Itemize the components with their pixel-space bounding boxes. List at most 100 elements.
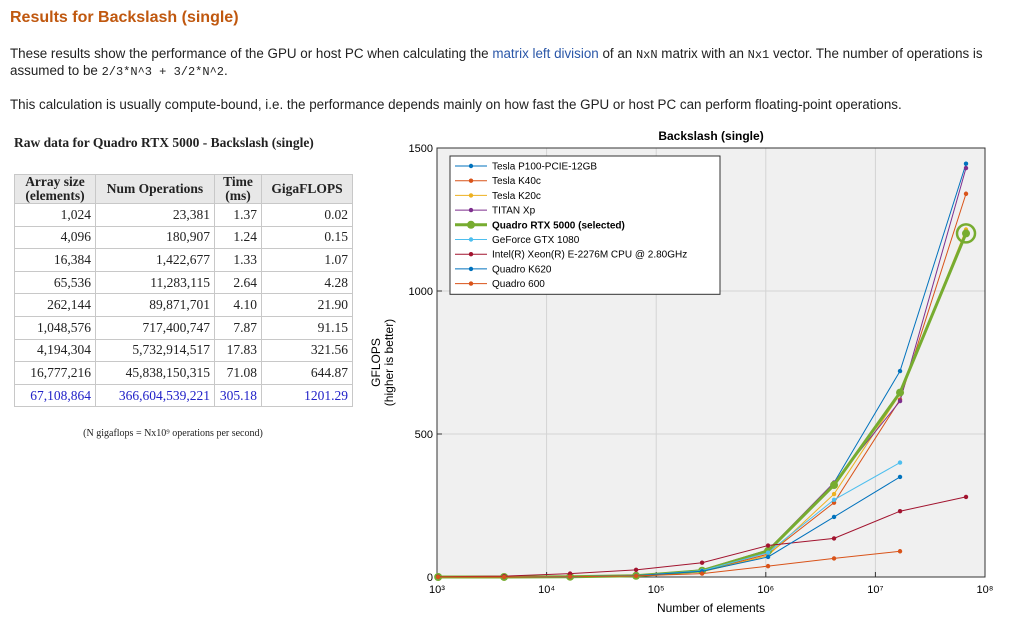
table-cell: 1.24	[214, 225, 262, 250]
table-cell: 1,048,576	[14, 315, 96, 340]
table-cell: 644.87	[261, 361, 353, 385]
table-cell: 89,871,701	[95, 293, 215, 317]
table-cell: 23,381	[95, 203, 215, 227]
table-row: 1,048,576 717,400,747 7.87 91.15	[14, 315, 353, 340]
legend-swatch	[467, 220, 475, 229]
legend-swatch	[468, 163, 474, 169]
intro-paragraph: These results show the performance of th…	[10, 46, 1020, 80]
table-row: 4,194,304 5,732,914,517 17.83 321.56	[14, 338, 353, 363]
y-tick-label: 1000	[409, 286, 433, 298]
x-axis-label: Number of elements	[657, 601, 765, 615]
data-point	[896, 388, 905, 397]
table-cell: 1.07	[261, 248, 353, 272]
series-line	[438, 550, 901, 578]
table-cell: 180,907	[95, 225, 215, 250]
table-cell: 1,422,677	[95, 248, 215, 272]
selected-marker	[955, 223, 977, 244]
y-axis-label: (higher is better)	[382, 319, 396, 406]
data-point	[633, 573, 639, 579]
table-row: 65,536 11,283,115 2.64 4.28	[14, 270, 353, 295]
data-point	[831, 491, 837, 497]
y-tick-label: 500	[415, 429, 433, 441]
y-tick-label: 1500	[409, 143, 433, 155]
y-axis-label: GFLOPS	[369, 338, 383, 387]
text: of an	[598, 46, 636, 61]
table-cell: 1.33	[214, 248, 262, 272]
data-point	[897, 474, 903, 480]
table-cell: 2.64	[214, 270, 262, 295]
x-tick-label: 10⁷	[867, 584, 883, 596]
table-cell: 1.37	[214, 203, 262, 227]
data-point	[897, 398, 903, 404]
x-tick-label: 10³	[429, 584, 445, 596]
text: matrix with an	[657, 46, 748, 61]
data-point	[765, 543, 771, 548]
table-cell: 16,777,216	[14, 361, 96, 385]
legend-label: Tesla K40c	[492, 176, 541, 187]
data-point	[633, 567, 639, 573]
data-table: Array size (elements) Num Operations Time …	[14, 174, 353, 408]
table-cell: 67,108,864	[14, 383, 96, 408]
table-cell: 321.56	[261, 338, 353, 363]
legend-swatch	[468, 266, 474, 272]
table-cell: 17.83	[214, 338, 262, 363]
code: Nx1	[747, 48, 770, 62]
column-header: GigaFLOPS	[261, 174, 353, 204]
text: .	[223, 63, 228, 78]
table-cell: 717,400,747	[95, 315, 215, 340]
data-point	[963, 161, 969, 166]
data-point	[831, 556, 837, 561]
legend-label: Quadro 600	[492, 279, 545, 290]
legend-label: Tesla P100-PCIE-12GB	[492, 162, 597, 173]
data-point	[765, 550, 771, 555]
data-point	[963, 494, 969, 500]
data-point	[963, 165, 969, 171]
column-header: Time (ms)	[214, 174, 262, 204]
legend-swatch	[468, 207, 474, 213]
column-header: Array size (elements)	[14, 174, 96, 204]
table-cell: 4,194,304	[14, 338, 96, 363]
table-cell: 21.90	[261, 293, 353, 317]
legend-label: Tesla K20c	[492, 191, 541, 202]
data-point	[831, 497, 837, 502]
data-point	[501, 574, 507, 580]
table-row: 16,384 1,422,677 1.33 1.07	[14, 248, 353, 272]
code: 2/3*N^3 + 3/2*N^2	[101, 65, 224, 79]
legend-swatch	[468, 193, 474, 198]
code: NxN	[635, 48, 658, 62]
legend-label: Intel(R) Xeon(R) E-2276M CPU @ 2.80GHz	[492, 250, 687, 261]
legend-swatch	[468, 281, 474, 286]
table-caption: Raw data for Quadro RTX 5000 - Backslash…	[14, 135, 314, 150]
table-row: 262,144 89,871,701 4.10 21.90	[14, 293, 353, 317]
table-cell: 5,732,914,517	[95, 338, 215, 363]
table-cell: 16,384	[14, 248, 96, 272]
table-cell: 4.10	[214, 293, 262, 317]
legend-label: Quadro K620	[492, 264, 552, 275]
legend-label: TITAN Xp	[492, 206, 536, 217]
column-header: Num Operations	[95, 174, 215, 204]
data-point	[963, 191, 969, 196]
table-cell: 366,604,539,221	[95, 383, 215, 408]
legend-label: Quadro RTX 5000 (selected)	[492, 220, 625, 231]
table-cell: 4.28	[261, 270, 353, 295]
link[interactable]: matrix left division	[492, 46, 599, 61]
table-cell: 305.18	[214, 383, 262, 408]
data-point	[897, 460, 903, 465]
table-cell: 7.87	[214, 315, 262, 340]
x-tick-label: 10⁸	[977, 584, 994, 596]
data-point	[897, 368, 903, 374]
data-point	[897, 509, 903, 514]
header-row: Array size (elements) Num Operations Time …	[14, 174, 353, 204]
plot-frame	[436, 147, 986, 578]
intro-paragraph: This calculation is usually compute-boun…	[10, 97, 902, 112]
table-cell: 91.15	[261, 315, 353, 340]
table-row: 16,777,216 45,838,150,315 71.08 644.87	[14, 361, 353, 385]
table-cell: 65,536	[14, 270, 96, 295]
y-tick-label: 0	[427, 572, 433, 584]
table-cell: 4,096	[14, 225, 96, 250]
legend-box	[449, 155, 721, 295]
data-point	[830, 481, 839, 490]
chart-title: Backslash (single)	[658, 129, 763, 143]
x-tick-label: 10⁴	[538, 584, 555, 596]
